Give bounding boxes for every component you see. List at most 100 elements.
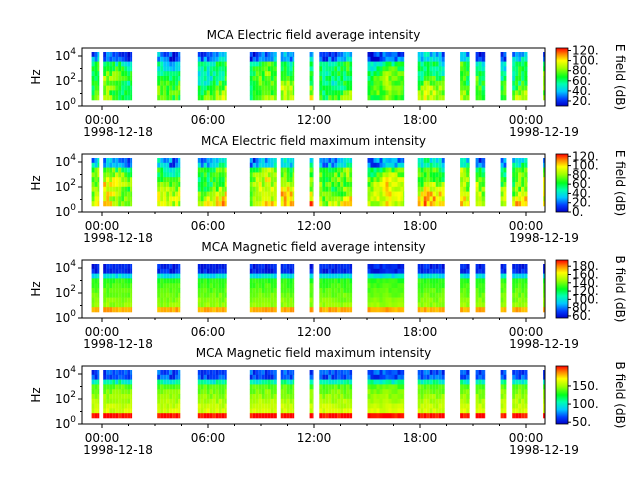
spectrogram-cell [423,374,427,380]
spectrogram-cell [258,177,262,183]
spectrogram-cell [267,384,271,390]
spectrogram-cell [484,374,486,380]
spectrogram-cell [334,61,338,67]
spectrogram-cell [203,95,207,101]
spectrogram-cell [94,66,98,72]
spectrogram-cell [224,398,227,404]
spectrogram-cell [478,307,482,313]
spectrogram-cell [289,292,293,298]
spectrogram-cell [172,398,176,404]
spectrogram-cell [515,56,519,62]
spectrogram-cell [400,379,404,385]
spectrogram-cell [224,182,227,188]
spectrogram-cell [521,186,525,192]
spectrogram-cell [346,76,350,82]
spectrogram-cell [203,370,207,376]
spectrogram-cell [435,167,439,173]
spectrogram-cell [367,307,371,313]
spectrogram-cell [249,283,253,289]
spectrogram-cell [385,80,389,86]
spectrogram-cell [312,374,314,380]
spectrogram-cell [524,61,528,67]
spectrogram-cell [112,95,116,101]
spectrogram-cell [420,283,424,289]
spectrogram-cell [121,264,125,270]
spectrogram-cell [258,307,262,313]
spectrogram-cell [432,85,436,91]
spectrogram-cell [397,408,401,414]
spectrogram-cell [169,408,173,414]
spectrogram-cell [309,172,313,178]
spectrogram-cell [215,408,219,414]
spectrogram-cell [469,201,470,207]
spectrogram-cell [112,273,116,279]
spectrogram-cell [484,302,486,308]
spectrogram-cell [252,403,256,409]
spectrogram-cell [221,302,225,308]
spectrogram-cell [435,389,439,395]
spectrogram-cell [391,85,395,91]
spectrogram-cell [478,177,482,183]
spectrogram-cell [500,85,504,91]
spectrogram-cell [109,172,113,178]
spectrogram-cell [270,76,274,82]
spectrogram-cell [500,292,504,298]
spectrogram-cell [391,374,395,380]
spectrogram-cell [255,384,259,390]
spectrogram-cell [426,158,430,164]
spectrogram-cell [163,196,167,202]
spectrogram-cell [258,80,262,86]
spectrogram-cell [343,172,347,178]
spectrogram-cell [391,283,395,289]
spectrogram-cell [397,186,401,192]
spectrogram-cell [94,278,98,284]
spectrogram-cell [166,408,170,414]
spectrogram-cell [103,403,107,409]
spectrogram-cell [379,177,383,183]
spectrogram-cell [376,379,380,385]
spectrogram-cell [322,71,326,77]
spectrogram-cell [157,408,161,414]
spectrogram-cell [273,191,277,197]
spectrogram-cell [403,394,405,400]
spectrogram-cell [264,403,268,409]
spectrogram-cell [206,297,210,303]
spectrogram-cell [524,80,528,86]
spectrogram-cell [258,158,262,164]
spectrogram-cell [270,283,274,289]
spectrogram-cell [400,182,404,188]
spectrogram-cell [543,283,545,289]
spectrogram-cell [340,389,344,395]
spectrogram-cell [172,201,176,207]
spectrogram-cell [420,182,424,188]
spectrogram-cell [130,191,133,197]
spectrogram-cell [337,56,341,62]
spectrogram-cell [441,413,445,419]
spectrogram-cell [319,292,323,298]
spectrogram-cell [543,278,545,284]
spectrogram-cell [319,384,323,390]
spectrogram-cell [200,408,204,414]
spectrogram-cell [127,191,131,197]
spectrogram-cell [484,379,486,385]
spectrogram-cell [312,288,314,294]
spectrogram-cell [112,394,116,400]
spectrogram-cell [515,408,519,414]
spectrogram-cell [289,297,293,303]
spectrogram-cell [438,158,442,164]
spectrogram-cell [267,403,271,409]
spectrogram-cell [334,389,338,395]
spectrogram-cell [106,292,110,298]
spectrogram-cell [166,264,170,270]
spectrogram-cell [273,273,277,279]
spectrogram-cell [218,177,222,183]
spectrogram-cell [255,379,259,385]
spectrogram-cell [175,95,179,101]
spectrogram-cell [280,172,284,178]
spectrogram-cell [215,80,219,86]
spectrogram-cell [292,389,295,395]
spectrogram-cell [255,374,259,380]
spectrogram-cell [515,61,519,67]
spectrogram-cell [130,398,133,404]
spectrogram-cell [340,297,344,303]
